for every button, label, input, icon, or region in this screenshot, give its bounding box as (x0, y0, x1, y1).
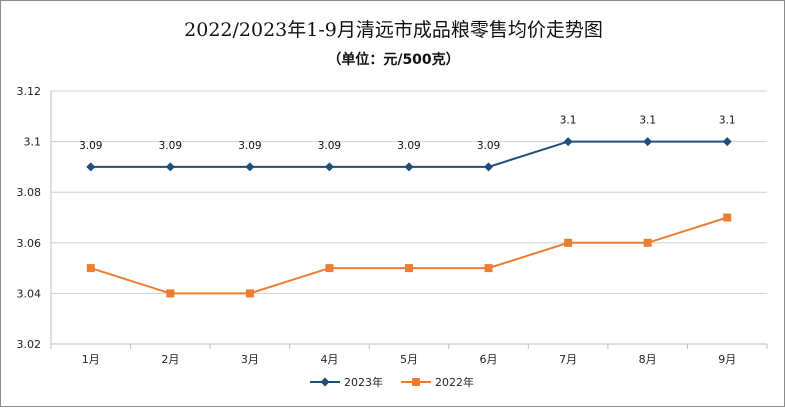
data-point-square (484, 264, 493, 273)
data-point-diamond (484, 162, 494, 172)
y-tick-label: 3.02 (17, 338, 42, 351)
data-label: 3.1 (719, 115, 736, 127)
y-tick-label: 3.04 (17, 287, 42, 300)
data-point-square (86, 264, 95, 273)
y-tick-label: 3.1 (24, 136, 42, 149)
x-tick-label: 9月 (718, 353, 736, 366)
data-point-diamond (722, 137, 732, 147)
data-point-diamond (324, 162, 334, 172)
x-tick-label: 4月 (320, 353, 338, 366)
series-line-1 (90, 216, 728, 295)
y-tick-label: 3.06 (17, 237, 42, 250)
data-label: 3.09 (397, 140, 420, 152)
data-point-diamond (404, 162, 414, 172)
x-tick-label: 5月 (400, 353, 418, 366)
data-point-square (166, 289, 175, 298)
legend-marker-diamond (320, 377, 330, 387)
data-label: 3.09 (159, 140, 182, 152)
legend-label: 2022年 (435, 375, 474, 389)
chart-title: 2022/2023年1-9月清远市成品粮零售均价走势图 (184, 19, 603, 41)
x-tick-label: 1月 (82, 353, 100, 366)
data-point-square (564, 238, 573, 247)
data-point-diamond (563, 137, 573, 147)
data-point-diamond (86, 162, 96, 172)
data-label: 3.09 (79, 140, 102, 152)
data-point-square (325, 264, 334, 273)
data-label: 3.1 (560, 115, 577, 127)
data-label: 3.09 (318, 140, 341, 152)
data-point-diamond (165, 162, 175, 172)
y-tick-label: 3.08 (17, 186, 42, 199)
data-point-square (245, 289, 254, 298)
data-point-square (643, 238, 652, 247)
data-label: 3.1 (639, 115, 656, 127)
legend-marker-square (412, 378, 420, 386)
data-label: 3.09 (238, 140, 261, 152)
data-label: 3.09 (477, 140, 500, 152)
x-tick-label: 3月 (241, 353, 259, 366)
x-tick-label: 8月 (639, 353, 657, 366)
x-tick-label: 7月 (559, 353, 577, 366)
chart-subtitle: （单位：元/500克） (327, 52, 460, 68)
x-tick-label: 2月 (161, 353, 179, 366)
data-point-diamond (245, 162, 255, 172)
data-point-square (405, 264, 413, 273)
data-point-square (723, 213, 732, 222)
data-point-diamond (643, 137, 653, 147)
y-tick-label: 3.12 (17, 85, 42, 98)
x-tick-label: 6月 (480, 353, 498, 366)
legend-label: 2023年 (344, 375, 383, 389)
